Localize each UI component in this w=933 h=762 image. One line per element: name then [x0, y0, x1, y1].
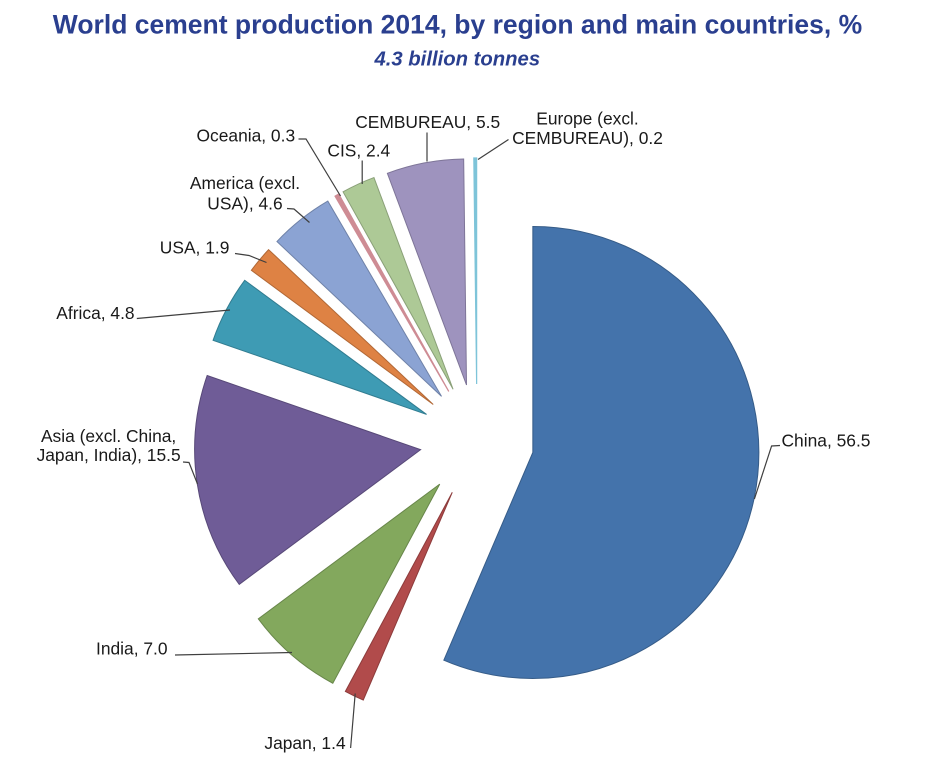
- svg-text:India, 7.0: India, 7.0: [96, 639, 168, 659]
- svg-text:Europe (excl.: Europe (excl.: [536, 109, 638, 129]
- svg-text:Asia (excl. China,: Asia (excl. China,: [41, 426, 176, 446]
- svg-text:Japan, 1.4: Japan, 1.4: [264, 733, 346, 753]
- svg-text:China, 56.5: China, 56.5: [782, 430, 871, 450]
- svg-text:Japan, India), 15.5: Japan, India), 15.5: [37, 445, 181, 465]
- svg-text:4.3 billion tonnes: 4.3 billion tonnes: [373, 48, 540, 70]
- svg-text:Africa, 4.8: Africa, 4.8: [56, 303, 134, 323]
- svg-text:USA, 1.9: USA, 1.9: [160, 237, 230, 257]
- svg-text:World cement production 2014,: World cement production 2014, by region …: [53, 10, 862, 40]
- svg-text:Oceania, 0.3: Oceania, 0.3: [197, 125, 296, 145]
- svg-text:America (excl.: America (excl.: [190, 173, 300, 193]
- svg-text:USA), 4.6: USA), 4.6: [207, 194, 282, 214]
- svg-text:CEMBUREAU, 5.5: CEMBUREAU, 5.5: [355, 112, 500, 132]
- svg-text:CEMBUREAU), 0.2: CEMBUREAU), 0.2: [512, 128, 663, 148]
- svg-text:CIS, 2.4: CIS, 2.4: [327, 141, 390, 161]
